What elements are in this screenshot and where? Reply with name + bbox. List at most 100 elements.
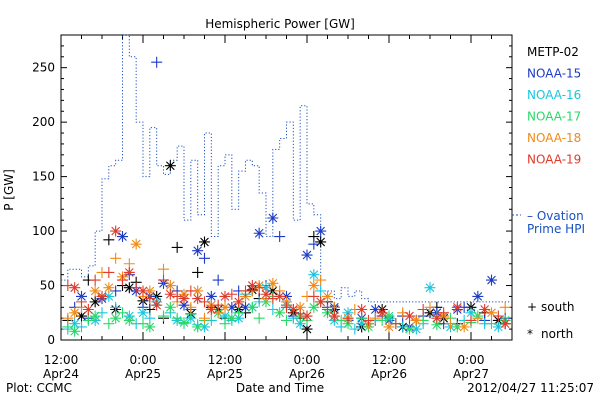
data-point-noaa-15: [240, 301, 251, 313]
data-point-noaa-19: [164, 288, 176, 300]
data-point-noaa-16: [260, 282, 272, 294]
x-tick-label-time: 0:00: [294, 353, 321, 367]
data-point-noaa-18: [192, 285, 204, 297]
data-point-noaa-19: [315, 296, 327, 308]
data-point-noaa-18: [103, 282, 115, 294]
data-point-noaa-15: [274, 231, 286, 243]
data-point-noaa-16: [137, 307, 149, 319]
data-point-noaa-18: [69, 307, 81, 319]
data-point-noaa-19: [451, 301, 463, 313]
data-point-noaa-19: [158, 274, 169, 286]
data-point-noaa-19: [376, 307, 388, 319]
data-point-noaa-18: [369, 312, 381, 324]
data-point-noaa-18: [62, 312, 74, 324]
data-point-noaa-16: [315, 285, 327, 297]
data-point-noaa-19: [96, 290, 108, 302]
data-point-metp-02: [192, 266, 204, 278]
legend-hemisphere-symbol: +: [527, 300, 537, 314]
data-point-noaa-17: [178, 317, 190, 329]
data-point-noaa-19: [219, 290, 231, 302]
data-point-noaa-15: [267, 212, 279, 224]
data-point-noaa-17: [164, 301, 176, 313]
data-point-noaa-17: [404, 323, 415, 335]
data-point-noaa-19: [438, 307, 450, 319]
data-point-noaa-18: [308, 280, 320, 292]
x-axis-label: Date and Time: [236, 381, 324, 395]
legend-entry-noaa-19: NOAA-19: [527, 153, 581, 167]
data-point-noaa-15: [308, 238, 320, 250]
data-point-noaa-19: [260, 288, 272, 300]
data-point-noaa-19: [342, 312, 354, 324]
data-point-noaa-19: [192, 293, 204, 305]
y-tick-label: 100: [32, 224, 55, 238]
data-point-noaa-19: [233, 296, 245, 308]
x-tick-label-time: 0:00: [458, 353, 485, 367]
data-point-noaa-16: [69, 318, 81, 330]
data-point-noaa-18: [458, 321, 470, 333]
footer-timestamp: 2012/04/27 11:25:07: [467, 381, 594, 395]
data-point-noaa-17: [308, 301, 320, 313]
data-point-noaa-19: [89, 274, 101, 286]
data-point-noaa-19: [253, 282, 265, 294]
data-point-noaa-19: [246, 280, 258, 292]
data-point-noaa-17: [69, 325, 81, 337]
data-point-metp-02: [199, 236, 210, 248]
data-point-noaa-17: [192, 321, 204, 333]
data-point-noaa-15: [369, 304, 381, 315]
legend-entry-metp-02: METP-02: [527, 45, 579, 59]
data-point-noaa-19: [404, 310, 415, 322]
y-tick-label: 0: [47, 333, 55, 347]
legend-hemisphere-north: north: [541, 327, 573, 341]
data-point-noaa-19: [178, 293, 190, 305]
data-point-noaa-16: [424, 282, 436, 294]
data-point-noaa-15: [117, 231, 128, 243]
data-point-noaa-19: [76, 296, 87, 308]
data-point-metp-02: [164, 160, 176, 172]
data-point-noaa-15: [253, 227, 265, 239]
legend-hemisphere-symbol: *: [527, 327, 533, 341]
legend-hemisphere-south: south: [541, 300, 575, 314]
x-tick-label-time: 12:00: [44, 353, 79, 367]
data-point-noaa-16: [103, 290, 115, 302]
data-point-noaa-19: [226, 288, 238, 300]
data-point-noaa-17: [253, 312, 265, 324]
data-point-noaa-15: [226, 301, 238, 313]
data-point-noaa-19: [123, 266, 135, 278]
data-point-noaa-19: [417, 304, 429, 315]
data-point-noaa-17: [117, 307, 128, 319]
legend: METP-02 NOAA-15 NOAA-16 NOAA-17 NOAA-18 NOAA-…: [512, 45, 585, 341]
x-tick-label-date: Apr26: [289, 367, 325, 381]
data-point-noaa-16: [397, 321, 409, 333]
data-point-noaa-19: [431, 312, 443, 324]
data-point-metp-02: [76, 310, 87, 322]
data-point-noaa-17: [451, 321, 463, 333]
data-point-noaa-16: [110, 301, 122, 313]
legend-entry-noaa-18: NOAA-18: [527, 131, 581, 145]
y-tick-label: 250: [32, 61, 55, 75]
legend-entry-noaa-16: NOAA-16: [527, 88, 581, 102]
data-point-noaa-17: [103, 318, 115, 330]
data-point-noaa-19: [103, 266, 115, 278]
data-point-noaa-16: [492, 321, 504, 333]
data-point-noaa-18: [219, 301, 231, 313]
data-point-noaa-19: [151, 299, 163, 311]
data-point-noaa-18: [424, 301, 436, 313]
data-point-noaa-16: [199, 321, 210, 333]
footer-plot-credit: Plot: CCMC: [6, 381, 72, 395]
y-tick-label: 150: [32, 170, 55, 184]
data-point-noaa-16: [410, 323, 422, 335]
x-tick-label-date: Apr25: [125, 367, 161, 381]
data-point-noaa-19: [240, 285, 251, 297]
data-point-noaa-16: [349, 323, 361, 335]
data-point-noaa-18: [130, 238, 142, 250]
data-point-noaa-17: [383, 310, 395, 322]
data-point-noaa-18: [445, 318, 456, 330]
x-tick-label-time: 12:00: [372, 353, 407, 367]
data-point-noaa-15: [192, 245, 204, 257]
y-axis-label: P [GW]: [2, 169, 16, 211]
legend-entry-noaa-17: NOAA-17: [527, 110, 581, 124]
data-point-noaa-18: [315, 274, 327, 286]
data-point-noaa-19: [274, 290, 286, 302]
data-point-noaa-15: [315, 225, 327, 237]
data-point-metp-02: [301, 323, 313, 335]
